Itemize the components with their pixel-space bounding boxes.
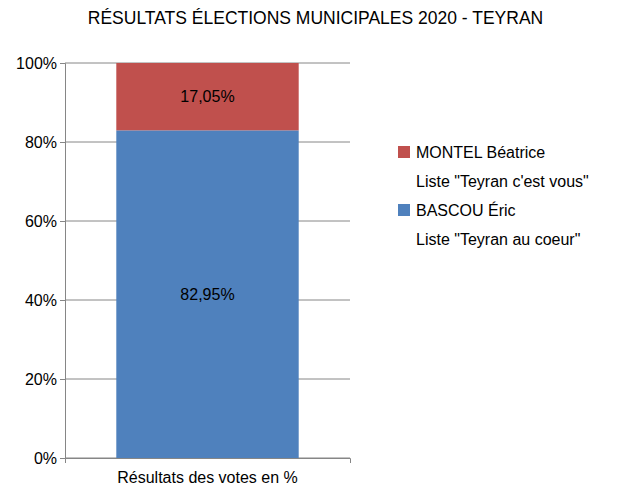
y-tick-label: 60% bbox=[25, 213, 57, 230]
data-labels: 82,95% 17,05% bbox=[180, 88, 234, 303]
y-tick: 80% bbox=[25, 134, 65, 151]
bar-segment bbox=[116, 63, 298, 130]
y-axis: 0% 20% 40% 60% 80% 100% bbox=[16, 55, 65, 467]
y-tick-label: 0% bbox=[34, 450, 57, 467]
y-tick-label: 80% bbox=[25, 134, 57, 151]
chart: RÉSULTATS ÉLECTIONS MUNICIPALES 2020 - T… bbox=[0, 0, 631, 498]
y-tick-label: 20% bbox=[25, 371, 57, 388]
x-tick-label: Résultats des votes en % bbox=[117, 469, 298, 486]
legend-item: MONTEL BéatriceListe "Teyran c'est vous" bbox=[398, 144, 589, 190]
legend: MONTEL BéatriceListe "Teyran c'est vous"… bbox=[398, 144, 589, 248]
legend-label: MONTEL BéatriceListe "Teyran c'est vous" bbox=[416, 144, 589, 190]
y-tick-mark bbox=[60, 300, 65, 301]
y-tick: 20% bbox=[25, 371, 65, 388]
legend-swatch bbox=[398, 204, 410, 216]
y-tick-mark bbox=[60, 142, 65, 143]
grid bbox=[65, 63, 350, 458]
legend-label: BASCOU ÉricListe "Teyran au coeur" bbox=[416, 201, 580, 248]
y-tick-label: 100% bbox=[16, 55, 57, 72]
y-tick: 0% bbox=[34, 450, 65, 467]
y-tick-mark bbox=[60, 458, 65, 459]
x-axis-line bbox=[66, 459, 351, 464]
bar-segment bbox=[116, 130, 298, 458]
x-tick: Résultats des votes en % bbox=[117, 458, 298, 486]
y-tick: 60% bbox=[25, 213, 65, 230]
y-tick-mark bbox=[60, 63, 65, 64]
x-axis: Résultats des votes en % bbox=[66, 458, 351, 486]
data-label: 17,05% bbox=[180, 88, 234, 105]
legend-item: BASCOU ÉricListe "Teyran au coeur" bbox=[398, 201, 580, 248]
y-axis-line bbox=[60, 64, 66, 459]
y-tick-label: 40% bbox=[25, 292, 57, 309]
data-label: 82,95% bbox=[180, 286, 234, 303]
y-tick: 100% bbox=[16, 55, 65, 72]
legend-swatch bbox=[398, 146, 410, 158]
plot: 0% 20% 40% 60% 80% 100% Résultats des votes en… bbox=[16, 55, 350, 487]
y-tick-mark bbox=[60, 221, 65, 222]
bars bbox=[116, 63, 298, 458]
y-tick-mark bbox=[60, 379, 65, 380]
title: RÉSULTATS ÉLECTIONS MUNICIPALES 2020 - T… bbox=[88, 8, 543, 28]
y-tick: 40% bbox=[25, 292, 65, 309]
